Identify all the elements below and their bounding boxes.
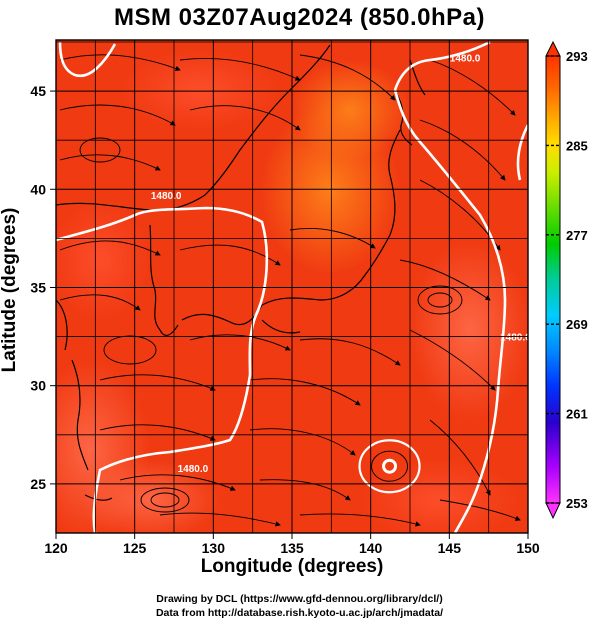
colorbar-tick-label-269: 269 (566, 317, 588, 332)
credits: Drawing by DCL (https://www.gfd-dennou.o… (0, 592, 599, 620)
colorbar-tick-label-285: 285 (566, 138, 588, 153)
colorbar: 293 285 277 269 261 253 (545, 40, 588, 520)
streamlines (59, 54, 521, 527)
y-tick-label-30: 30 (30, 378, 46, 394)
contour-label-0: 1480.0 (151, 191, 182, 202)
x-tick-label-130: 130 (202, 540, 226, 556)
colorbar-top-arrow (545, 40, 561, 57)
colorbar-tick-label-293: 293 (566, 49, 588, 64)
contour-label-2: 1480.0 (178, 464, 209, 475)
x-axis-label: Longitude (degrees) (200, 556, 384, 577)
contour-labels: 1480.0 1480.0 1480.0 1480.0 (151, 54, 531, 476)
map-title: MSM 03Z07Aug2024 (850.0hPa) (114, 4, 485, 31)
x-axis-ticks: 120 125 130 135 140 145 150 (44, 533, 540, 556)
x-tick-label-145: 145 (438, 540, 462, 556)
temperature-field: 1480.0 1480.0 1480.0 1480.0 (56, 40, 531, 533)
y-tick-label-25: 25 (30, 476, 46, 492)
credit-line-1: Drawing by DCL (https://www.gfd-dennou.o… (156, 593, 443, 605)
y-tick-label-40: 40 (30, 181, 46, 197)
colorbar-tick-label-253: 253 (566, 496, 588, 511)
colorbar-ticks: 293 285 277 269 261 253 (546, 49, 588, 511)
colorbar-tick-label-261: 261 (566, 407, 588, 422)
coastlines (56, 44, 426, 501)
typhoon-center (358, 439, 421, 494)
x-tick-label-125: 125 (123, 540, 147, 556)
x-tick-label-140: 140 (359, 540, 383, 556)
colorbar-bottom-arrow (545, 502, 561, 520)
contour-1480 (56, 40, 528, 533)
x-tick-label-120: 120 (44, 540, 68, 556)
y-axis-label: Latitude (degrees) (0, 207, 20, 373)
x-tick-label-135: 135 (280, 540, 304, 556)
colorbar-tick-label-277: 277 (566, 228, 588, 243)
grid-lines (56, 40, 528, 533)
y-axis-ticks: 25 30 35 40 45 (30, 83, 56, 492)
y-tick-label-45: 45 (30, 83, 46, 99)
contour-label-3: 1480.0 (500, 333, 531, 344)
vortices (79, 137, 463, 513)
credit-line-2: Data from http://database.rish.kyoto-u.a… (155, 607, 444, 619)
x-tick-label-150: 150 (516, 540, 540, 556)
y-tick-label-35: 35 (30, 279, 46, 295)
contour-label-1: 1480.0 (450, 54, 481, 65)
